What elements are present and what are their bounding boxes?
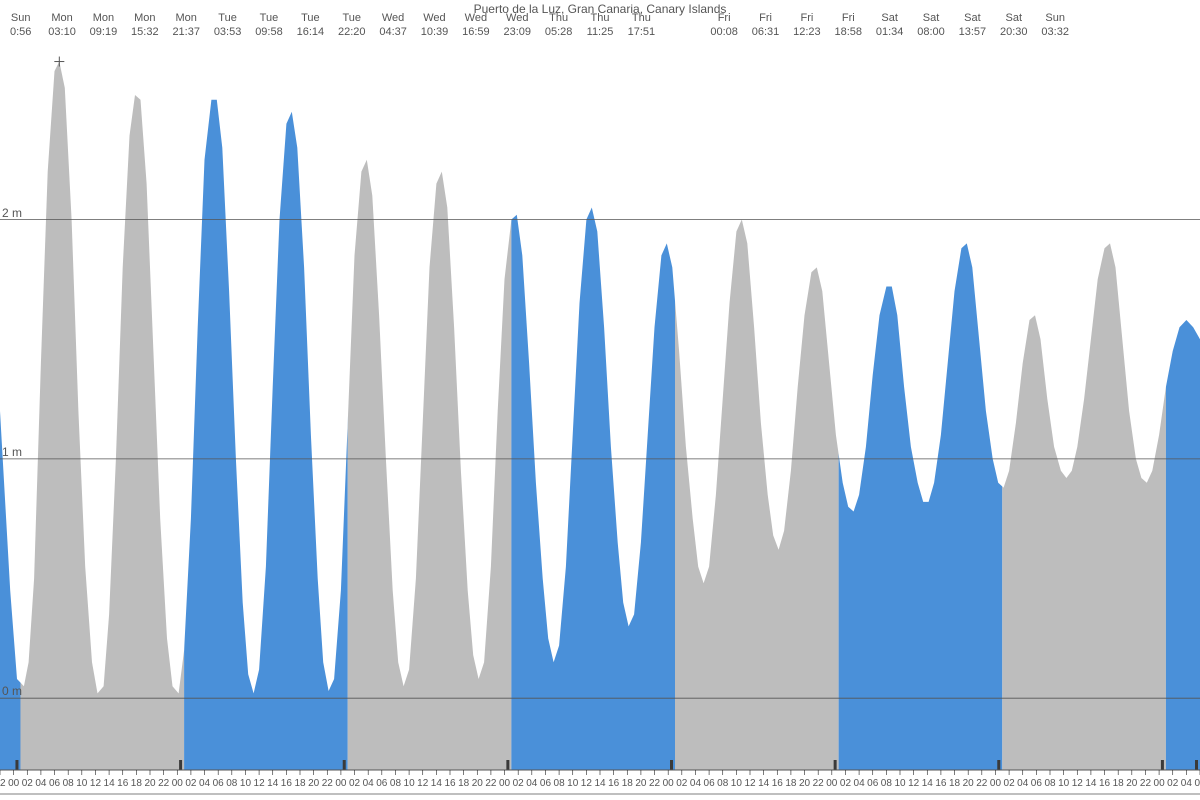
tide-chart	[0, 0, 1200, 800]
